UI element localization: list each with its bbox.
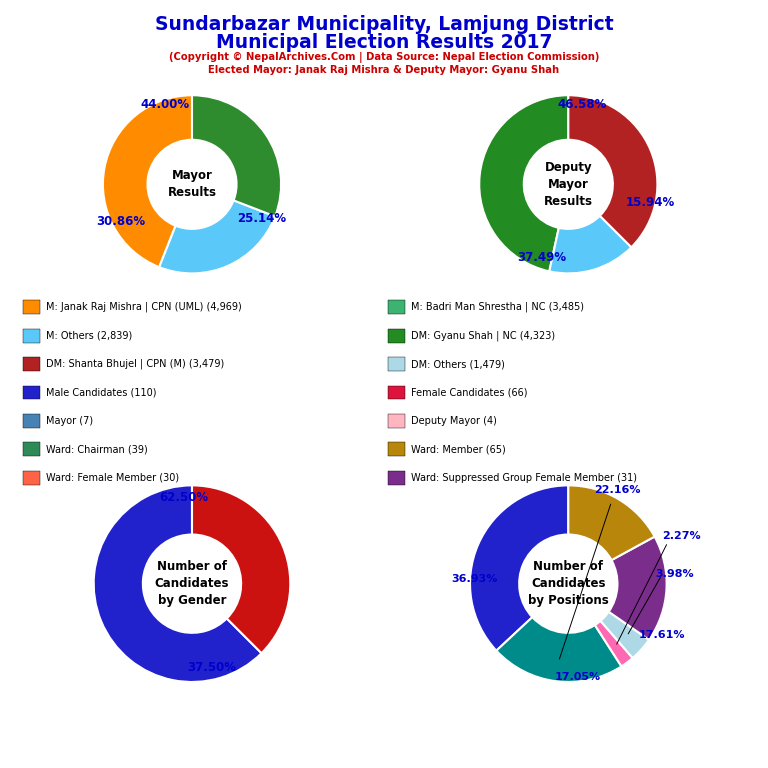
Text: 17.61%: 17.61%	[638, 630, 685, 640]
Wedge shape	[568, 485, 654, 560]
Text: 25.14%: 25.14%	[237, 212, 286, 225]
Text: 36.93%: 36.93%	[452, 574, 498, 584]
Text: Female Candidates (66): Female Candidates (66)	[411, 387, 528, 398]
Text: 62.50%: 62.50%	[160, 491, 209, 504]
Wedge shape	[609, 537, 667, 640]
Text: DM: Shanta Bhujel | CPN (M) (3,479): DM: Shanta Bhujel | CPN (M) (3,479)	[46, 359, 224, 369]
Wedge shape	[496, 617, 621, 682]
Text: Male Candidates (110): Male Candidates (110)	[46, 387, 157, 398]
Wedge shape	[470, 485, 568, 650]
Text: Mayor (7): Mayor (7)	[46, 415, 93, 426]
Text: DM: Others (1,479): DM: Others (1,479)	[411, 359, 505, 369]
Text: Mayor
Results: Mayor Results	[167, 169, 217, 200]
Text: M: Janak Raj Mishra | CPN (UML) (4,969): M: Janak Raj Mishra | CPN (UML) (4,969)	[46, 302, 242, 313]
Text: 3.98%: 3.98%	[655, 569, 694, 579]
Text: 44.00%: 44.00%	[141, 98, 190, 111]
Text: Deputy Mayor (4): Deputy Mayor (4)	[411, 415, 497, 426]
Text: Ward: Female Member (30): Ward: Female Member (30)	[46, 472, 179, 483]
Text: Number of
Candidates
by Gender: Number of Candidates by Gender	[154, 560, 230, 607]
Text: Deputy
Mayor
Results: Deputy Mayor Results	[544, 161, 593, 208]
Text: Ward: Member (65): Ward: Member (65)	[411, 444, 505, 455]
Text: Sundarbazar Municipality, Lamjung District: Sundarbazar Municipality, Lamjung Distri…	[154, 15, 614, 35]
Wedge shape	[192, 95, 281, 217]
Wedge shape	[479, 95, 568, 271]
Wedge shape	[103, 95, 192, 267]
Text: DM: Gyanu Shah | NC (4,323): DM: Gyanu Shah | NC (4,323)	[411, 330, 555, 341]
Text: Ward: Suppressed Group Female Member (31): Ward: Suppressed Group Female Member (31…	[411, 472, 637, 483]
Text: 22.16%: 22.16%	[594, 485, 641, 495]
Wedge shape	[94, 485, 262, 682]
Text: 15.94%: 15.94%	[626, 196, 675, 209]
Text: 37.50%: 37.50%	[187, 660, 237, 674]
Wedge shape	[159, 200, 275, 273]
Text: 17.05%: 17.05%	[555, 672, 601, 682]
Text: Ward: Chairman (39): Ward: Chairman (39)	[46, 444, 147, 455]
Wedge shape	[192, 485, 290, 654]
Text: 37.49%: 37.49%	[517, 251, 566, 264]
Text: M: Others (2,839): M: Others (2,839)	[46, 330, 132, 341]
Text: M: Badri Man Shrestha | NC (3,485): M: Badri Man Shrestha | NC (3,485)	[411, 302, 584, 313]
Text: (Copyright © NepalArchives.Com | Data Source: Nepal Election Commission): (Copyright © NepalArchives.Com | Data So…	[169, 52, 599, 63]
Wedge shape	[549, 216, 631, 273]
Text: 30.86%: 30.86%	[96, 215, 145, 228]
Wedge shape	[595, 621, 633, 667]
Text: Elected Mayor: Janak Raj Mishra & Deputy Mayor: Gyanu Shah: Elected Mayor: Janak Raj Mishra & Deputy…	[208, 65, 560, 74]
Text: 2.27%: 2.27%	[662, 531, 700, 541]
Wedge shape	[601, 612, 649, 658]
Wedge shape	[568, 95, 657, 247]
Text: Number of
Candidates
by Positions: Number of Candidates by Positions	[528, 560, 609, 607]
Text: 46.58%: 46.58%	[557, 98, 607, 111]
Text: Municipal Election Results 2017: Municipal Election Results 2017	[216, 33, 552, 52]
